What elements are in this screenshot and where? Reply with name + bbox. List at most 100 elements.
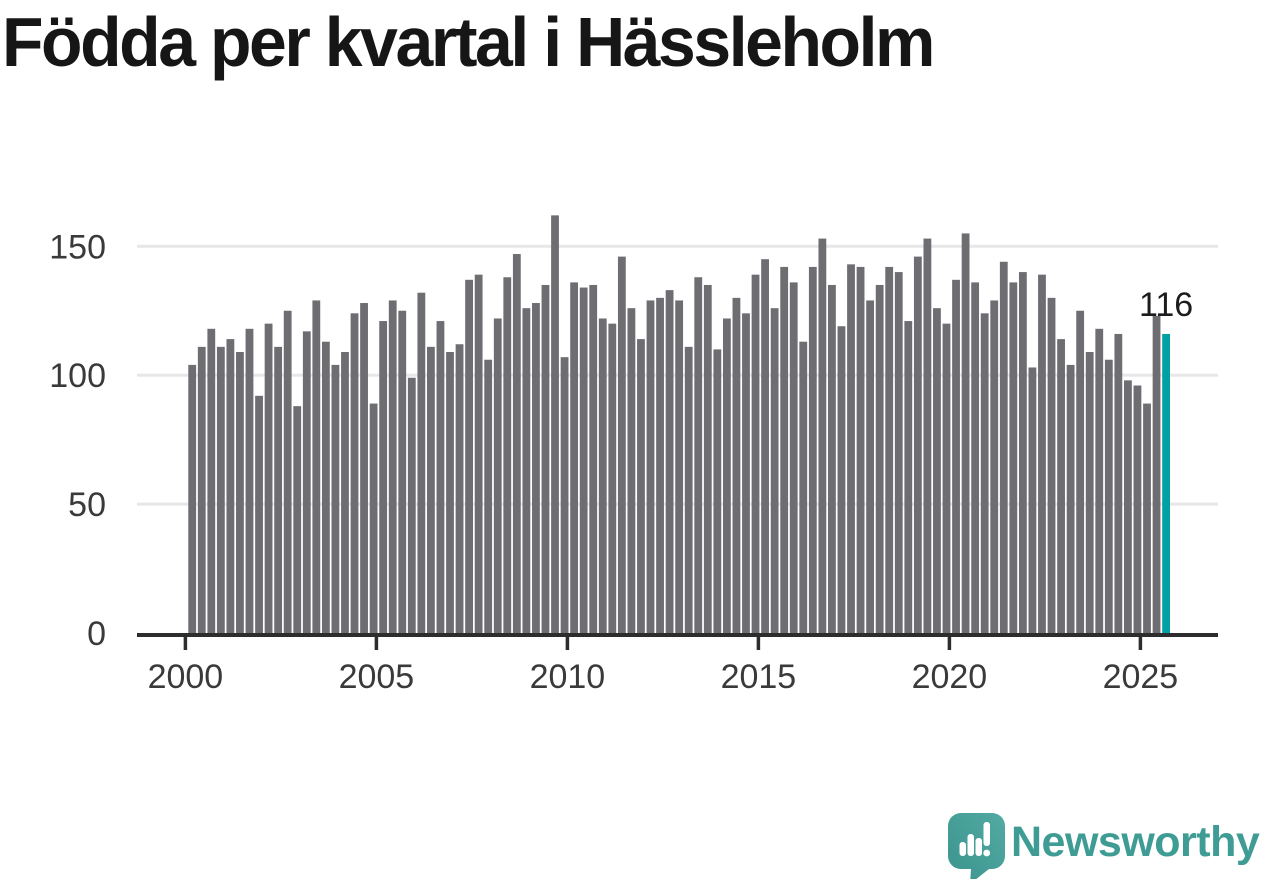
bar: [856, 266, 865, 633]
x-axis-label-2025: 2025: [1103, 658, 1179, 696]
y-axis-label-150: 150: [49, 228, 106, 266]
bar: [1057, 339, 1065, 633]
bar: [703, 284, 712, 633]
bar: [197, 346, 206, 633]
x-axis-label-2000: 2000: [148, 658, 224, 696]
bar: [398, 310, 407, 633]
bar: [350, 313, 359, 633]
bar: [789, 282, 798, 633]
bar: [226, 339, 235, 633]
bar: [952, 279, 960, 633]
bar: [637, 339, 645, 633]
bar: [608, 323, 617, 633]
bar: [493, 318, 502, 633]
x-axis-label-2005: 2005: [339, 658, 415, 696]
newsworthy-icon: [948, 813, 1005, 879]
bar: [617, 256, 626, 633]
highlighted-bar: [1162, 333, 1170, 633]
bar: [474, 274, 483, 633]
x-axis-tick: [183, 637, 188, 650]
bar: [551, 215, 559, 634]
bar: [913, 256, 922, 633]
bar: [427, 346, 435, 633]
bar: [1133, 385, 1142, 633]
bar: [847, 264, 855, 633]
bar: [1066, 364, 1075, 633]
bar-chart: 0 50 100 150 2000 2005 2010 2015 2020 2025 116: [49, 215, 1218, 696]
bar: [369, 403, 378, 633]
bar: [331, 364, 340, 633]
x-axis-tick: [565, 637, 570, 650]
logo-exclamation-stem: [983, 822, 990, 846]
bar: [312, 300, 321, 633]
bar: [1085, 352, 1094, 633]
bar: [818, 238, 827, 633]
bar: [236, 352, 244, 633]
bar: [894, 272, 903, 633]
bar: [598, 318, 607, 633]
gridline-150: [137, 244, 1218, 248]
bar: [933, 308, 941, 633]
bar: [484, 359, 493, 633]
bar: [579, 287, 588, 633]
bar: [971, 282, 980, 633]
bar: [990, 300, 999, 633]
logo-exclamation-dot: [983, 849, 991, 857]
bar: [283, 310, 292, 633]
bar: [446, 352, 454, 633]
bar: [923, 238, 932, 633]
bar: [1009, 282, 1018, 633]
bar: [646, 300, 655, 633]
logo-bar-2: [967, 834, 974, 856]
bar: [780, 266, 789, 633]
bar: [570, 282, 579, 633]
bar: [503, 277, 512, 633]
logo-bar-1: [959, 842, 966, 856]
bar: [1095, 328, 1104, 633]
bar: [341, 352, 349, 633]
bar: [274, 346, 283, 633]
x-axis-tick: [1138, 637, 1143, 650]
x-axis-label-2020: 2020: [912, 658, 988, 696]
bar: [837, 326, 846, 633]
bar: [980, 313, 989, 633]
chart-title: Födda per kvartal i Hässleholm: [2, 3, 935, 81]
bar: [828, 284, 836, 633]
bar: [875, 284, 884, 633]
bar: [961, 233, 970, 633]
bar: [188, 364, 197, 633]
bar: [942, 323, 951, 633]
bar: [627, 308, 636, 633]
bar: [999, 261, 1008, 633]
x-axis-tick: [947, 637, 952, 650]
bar: [694, 277, 703, 633]
bar-value-label: 116: [1139, 286, 1193, 324]
bar: [1038, 274, 1046, 633]
bar: [1114, 333, 1123, 633]
bar: [388, 300, 397, 633]
bar: [1152, 315, 1161, 633]
bar: [656, 297, 664, 633]
x-axis-label-2010: 2010: [530, 658, 606, 696]
bar: [904, 321, 913, 633]
bar: [675, 300, 684, 633]
bar: [770, 308, 779, 633]
bar: [1143, 403, 1151, 633]
bar: [732, 297, 741, 633]
y-axis-label-0: 0: [87, 615, 106, 653]
bar: [522, 308, 531, 633]
bar: [455, 344, 464, 633]
bar: [1018, 272, 1027, 633]
bar: [1124, 380, 1132, 633]
bar: [560, 357, 569, 633]
bar: [379, 321, 388, 633]
bar: [417, 292, 426, 633]
x-axis-label-2015: 2015: [721, 658, 797, 696]
bar: [722, 318, 731, 633]
bar: [293, 406, 302, 633]
x-axis-tick: [756, 637, 761, 650]
bar: [885, 266, 894, 633]
logo-bar-3: [975, 838, 982, 856]
bar: [465, 279, 473, 633]
bar: [245, 328, 254, 633]
